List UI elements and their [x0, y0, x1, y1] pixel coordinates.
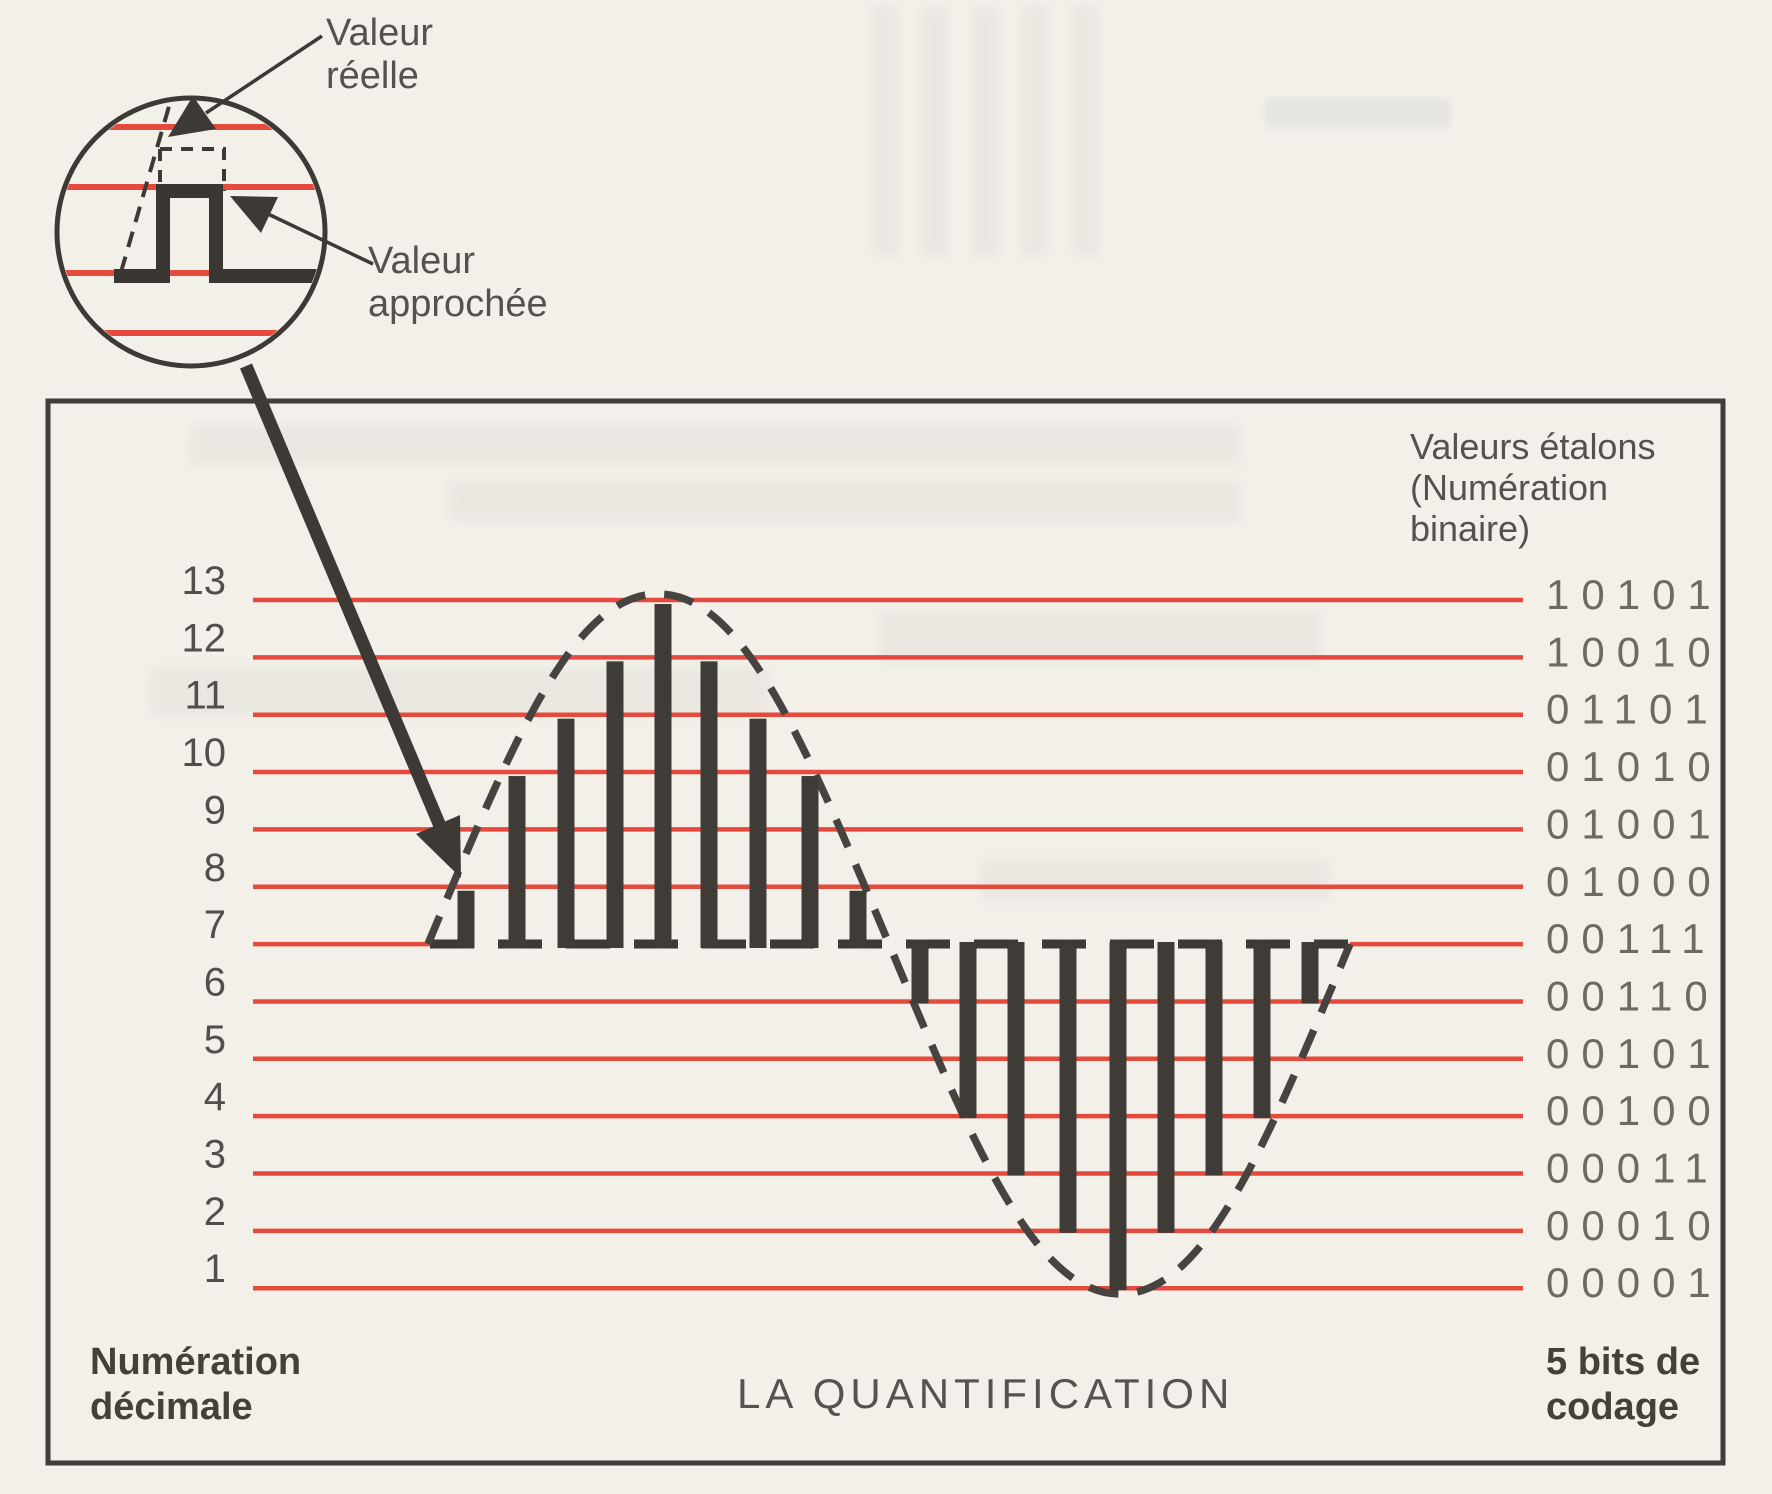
- real-signal-dashed-slope: [119, 101, 174, 273]
- decimal-level-3: 3: [204, 1133, 226, 1177]
- sample-bar-12: [1007, 942, 1025, 1176]
- binary-value-column: 10101 10010 01101 01010 01001 01000 00111 00110…: [1546, 571, 1723, 1306]
- real-value-label: Valeur réelle: [326, 12, 433, 98]
- decimal-axis-numbers: 13 12 11 10 9 8 7 6 5 4 3 2 1: [182, 559, 227, 1291]
- inset-to-chart-arrowhead-icon: [416, 815, 461, 878]
- standard-values-header-line2: (Numération: [1410, 467, 1609, 508]
- coding-bits-label: 5 bits de codage: [1546, 1340, 1700, 1430]
- sample-bar-17: [1253, 942, 1271, 1119]
- sample-bar-6: [700, 661, 718, 948]
- approached-value-label-line2: approchée: [368, 283, 548, 325]
- sample-bar-4: [606, 661, 624, 948]
- inset-to-chart-arrow-line: [240, 363, 446, 829]
- standard-values-header: Valeurs étalons (Numération binaire): [1410, 426, 1655, 549]
- binary-value-4: 00100: [1546, 1087, 1723, 1134]
- binary-value-10: 01010: [1546, 743, 1723, 790]
- sample-bar-18: [1301, 942, 1319, 1004]
- decimal-level-1: 1: [204, 1247, 226, 1291]
- figure-frame-border: [45, 398, 1726, 1466]
- standard-values-header-line1: Valeurs étalons: [1410, 426, 1656, 467]
- decimal-axis-title-line1: Numération: [90, 1341, 302, 1383]
- decimal-level-5: 5: [204, 1018, 226, 1062]
- quantized-sample-bars: [457, 604, 1319, 1291]
- binary-value-12: 10010: [1546, 628, 1723, 675]
- binary-value-6: 00110: [1546, 972, 1720, 1019]
- approached-value-label-line1: Valeur: [368, 240, 476, 282]
- sample-bar-10: [911, 942, 929, 1004]
- sample-bar-9: [849, 890, 867, 948]
- coding-bits-label-line1: 5 bits de: [1546, 1341, 1701, 1383]
- decimal-level-11: 11: [184, 674, 226, 718]
- magnifier-circle: [54, 95, 328, 369]
- sample-bar-5: [654, 604, 672, 948]
- page-bleed-through-artifact: [150, 6, 1330, 900]
- sample-bar-14: [1109, 942, 1127, 1291]
- binary-value-3: 00011: [1546, 1145, 1720, 1192]
- sample-bar-1: [457, 890, 475, 948]
- binary-value-7: 00111: [1546, 915, 1717, 962]
- sample-bar-8: [801, 776, 819, 948]
- binary-value-9: 01001: [1546, 800, 1723, 847]
- decimal-axis-title-line2: décimale: [90, 1386, 253, 1428]
- decimal-level-9: 9: [204, 788, 226, 832]
- approached-value-pointer-arrowhead-icon: [230, 196, 278, 233]
- binary-value-1: 00001: [1546, 1259, 1723, 1306]
- sine-curve-dashed: [424, 590, 1354, 1298]
- decimal-level-8: 8: [204, 846, 226, 890]
- approached-value-step-shape: [114, 184, 322, 283]
- real-value-pointer-line: [205, 34, 323, 115]
- real-value-dashed-box: [158, 147, 226, 191]
- binary-value-8: 01000: [1546, 858, 1723, 905]
- approached-value-label: Valeur approchée: [368, 240, 548, 326]
- real-value-pointer-arrowhead-icon: [168, 96, 216, 137]
- decimal-level-2: 2: [204, 1190, 226, 1234]
- binary-value-5: 00101: [1546, 1030, 1723, 1077]
- decimal-level-6: 6: [204, 960, 226, 1004]
- standard-values-header-line3: binaire): [1410, 508, 1531, 549]
- approached-value-pointer-line: [265, 211, 374, 266]
- page-bleed-through-artifact: [1265, 98, 1450, 128]
- decimal-level-7: 7: [204, 903, 226, 947]
- sample-bar-11: [959, 942, 977, 1119]
- sample-bar-7: [749, 718, 767, 948]
- figure-title: LA QUANTIFICATION: [737, 1370, 1235, 1417]
- coding-bits-label-line2: codage: [1546, 1386, 1680, 1428]
- real-value-label-line2: réelle: [326, 55, 419, 97]
- sample-bar-3: [557, 718, 575, 948]
- binary-value-2: 00010: [1546, 1202, 1723, 1249]
- sample-bar-2: [508, 776, 526, 948]
- decimal-level-12: 12: [182, 616, 227, 660]
- decimal-axis-title: Numération décimale: [90, 1340, 301, 1430]
- binary-value-13: 10101: [1546, 571, 1723, 618]
- decimal-level-4: 4: [204, 1075, 226, 1119]
- sample-bar-15: [1157, 942, 1175, 1233]
- binary-value-11: 01101: [1546, 686, 1720, 733]
- sample-bar-13: [1059, 942, 1077, 1233]
- decimal-level-10: 10: [182, 731, 227, 775]
- decimal-level-13: 13: [182, 559, 227, 603]
- real-value-label-line1: Valeur: [326, 12, 434, 54]
- sample-bar-16: [1205, 942, 1223, 1176]
